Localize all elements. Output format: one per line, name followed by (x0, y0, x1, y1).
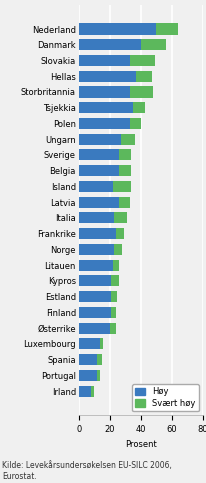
Bar (129, 118, 140, 129)
Bar (78, 307, 111, 318)
Bar (112, 181, 131, 192)
Bar (78, 260, 112, 271)
Bar (91, 386, 94, 397)
Bar (111, 307, 115, 318)
X-axis label: Prosent: Prosent (124, 440, 156, 449)
Bar (109, 323, 115, 334)
Bar (78, 275, 111, 286)
Bar (78, 165, 118, 176)
Bar (120, 134, 134, 145)
Bar (132, 102, 145, 113)
Bar (135, 71, 151, 82)
Bar (78, 24, 156, 34)
Bar (78, 181, 112, 192)
Bar (78, 370, 97, 381)
Bar (78, 134, 120, 145)
Bar (129, 55, 154, 66)
Bar (78, 354, 97, 365)
Bar (111, 291, 117, 302)
Bar (118, 149, 131, 160)
Bar (78, 71, 135, 82)
Bar (97, 354, 101, 365)
Bar (118, 165, 131, 176)
Bar (78, 386, 91, 397)
Bar (78, 228, 115, 239)
Bar (112, 260, 118, 271)
Bar (78, 149, 118, 160)
Bar (115, 228, 123, 239)
Bar (118, 197, 129, 208)
Bar (78, 86, 129, 98)
Bar (78, 55, 129, 66)
Text: Kilde: Levekårsundersøkelsen EU-SILC 2006,
Eurostat.: Kilde: Levekårsundersøkelsen EU-SILC 200… (2, 461, 171, 481)
Bar (97, 370, 100, 381)
Bar (100, 339, 103, 350)
Bar (78, 339, 100, 350)
Bar (78, 244, 114, 255)
Bar (78, 323, 109, 334)
Bar (111, 275, 118, 286)
Bar (114, 244, 122, 255)
Bar (78, 39, 140, 50)
Bar (140, 39, 165, 50)
Bar (156, 24, 177, 34)
Legend: Høy, Svært høy: Høy, Svært høy (131, 384, 198, 411)
Bar (78, 213, 114, 224)
Bar (78, 118, 129, 129)
Bar (114, 213, 126, 224)
Bar (78, 197, 118, 208)
Bar (78, 102, 132, 113)
Bar (78, 291, 111, 302)
Bar (129, 86, 152, 98)
